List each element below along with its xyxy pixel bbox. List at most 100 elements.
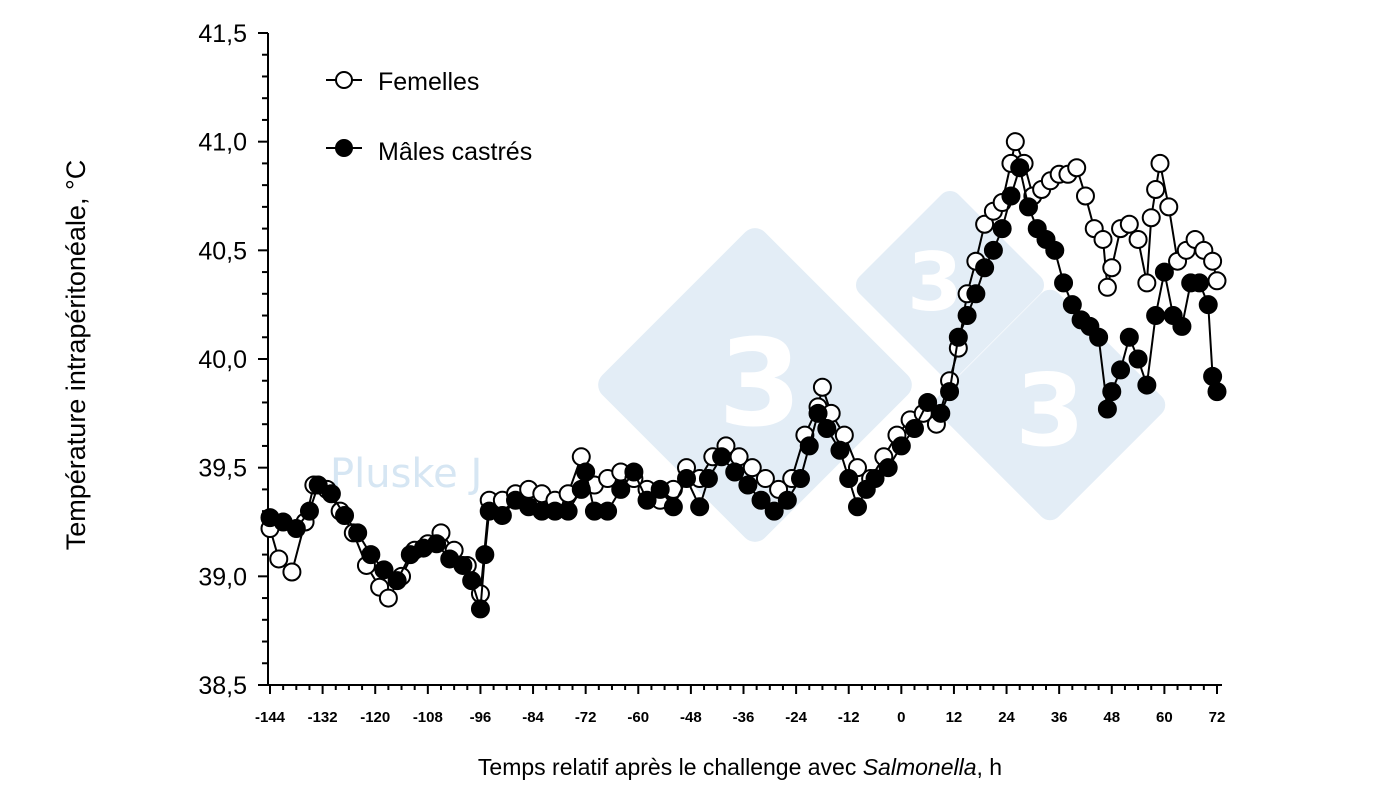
data-point	[1128, 229, 1148, 249]
watermark-3: 3	[907, 236, 963, 329]
data-point	[269, 549, 289, 569]
data-point	[462, 571, 482, 591]
data-point	[808, 403, 828, 423]
data-point	[830, 440, 850, 460]
data-point	[348, 523, 368, 543]
data-point	[1146, 306, 1166, 326]
data-point	[1097, 277, 1117, 297]
data-point	[698, 469, 718, 489]
data-point	[1207, 382, 1227, 402]
x-axis-label: Temps relatif après le challenge avec Sa…	[478, 754, 1002, 780]
data-point	[1075, 186, 1095, 206]
data-point	[690, 497, 710, 517]
data-point	[1172, 316, 1192, 336]
data-point	[751, 490, 771, 510]
y-tick-label: 41,5	[198, 20, 247, 48]
data-point	[1102, 382, 1122, 402]
data-point	[847, 497, 867, 517]
x-tick-label: -72	[575, 709, 597, 726]
x-tick-label: -48	[680, 709, 702, 726]
data-point	[1054, 273, 1074, 293]
data-point	[940, 382, 960, 402]
y-tick-label: 39,0	[198, 563, 247, 591]
data-point	[755, 469, 775, 489]
data-point	[1137, 273, 1157, 293]
data-point	[1093, 229, 1113, 249]
x-tick-label: -132	[308, 709, 338, 726]
data-point	[738, 475, 758, 495]
data-point	[624, 462, 644, 482]
data-point	[817, 419, 837, 439]
data-point	[1102, 258, 1122, 278]
watermark-diamond	[934, 289, 1166, 521]
data-point	[1137, 375, 1157, 395]
watermark-diamond	[855, 190, 1045, 380]
data-point	[764, 501, 784, 521]
data-point	[299, 501, 319, 521]
data-point	[742, 458, 762, 478]
watermark-3: 3	[1015, 352, 1085, 469]
data-point	[558, 501, 578, 521]
data-point	[839, 469, 859, 489]
data-point	[475, 545, 495, 565]
data-point	[321, 484, 341, 504]
data-point	[799, 436, 819, 456]
data-point	[975, 258, 995, 278]
data-point	[1159, 197, 1179, 217]
data-point	[878, 458, 898, 478]
x-tick-label: 48	[1103, 709, 1120, 726]
y-tick-label: 40,0	[198, 346, 247, 374]
data-point	[637, 490, 657, 510]
x-tick-label: -60	[627, 709, 649, 726]
data-point	[1154, 262, 1174, 282]
watermark: 3 3 3 Pluske J	[330, 190, 1166, 542]
data-point	[470, 599, 490, 619]
data-point	[1150, 153, 1170, 173]
data-point	[812, 377, 832, 397]
data-point	[650, 479, 670, 499]
data-point	[1189, 273, 1209, 293]
data-point	[904, 419, 924, 439]
y-tick-label: 38,5	[198, 672, 247, 700]
data-point	[1119, 214, 1139, 234]
legend-label-males: Mâles castrés	[378, 138, 532, 166]
data-point	[957, 306, 977, 326]
data-point	[865, 469, 885, 489]
x-tick-label: -36	[733, 709, 755, 726]
data-point	[1111, 360, 1131, 380]
x-tick-label: -84	[522, 709, 544, 726]
series-layer	[260, 132, 1227, 619]
data-point	[1018, 197, 1038, 217]
data-point	[918, 392, 938, 412]
data-point	[286, 519, 306, 539]
data-point	[948, 327, 968, 347]
axes: 38,539,039,540,040,541,041,5-144 -132 -120…	[198, 20, 1225, 726]
legend: Femelles Mâles castrés	[326, 68, 532, 166]
series-males-castres	[260, 158, 1227, 619]
legend-label-femelles: Femelles	[378, 68, 479, 96]
data-point	[1097, 399, 1117, 419]
x-tick-label: -120	[360, 709, 390, 726]
data-point	[790, 469, 810, 489]
data-point	[966, 284, 986, 304]
x-tick-label: 72	[1209, 709, 1226, 726]
x-tick-label: -96	[470, 709, 492, 726]
x-tick-label: 12	[946, 709, 963, 726]
data-point	[427, 534, 447, 554]
data-point	[361, 545, 381, 565]
data-point	[492, 505, 512, 525]
y-tick-label: 41,0	[198, 129, 247, 157]
data-point	[453, 555, 473, 575]
data-point	[576, 462, 596, 482]
data-point	[611, 479, 631, 499]
data-point	[777, 490, 797, 510]
watermark-text: Pluske J	[330, 451, 482, 497]
x-tick-label: 36	[1051, 709, 1068, 726]
data-point	[891, 436, 911, 456]
data-point	[282, 562, 302, 582]
x-tick-label: -24	[785, 709, 807, 726]
x-tick-label: 24	[998, 709, 1015, 726]
y-axis-label: Température intrapéritonéale, °C	[61, 160, 91, 551]
data-point	[1045, 240, 1065, 260]
